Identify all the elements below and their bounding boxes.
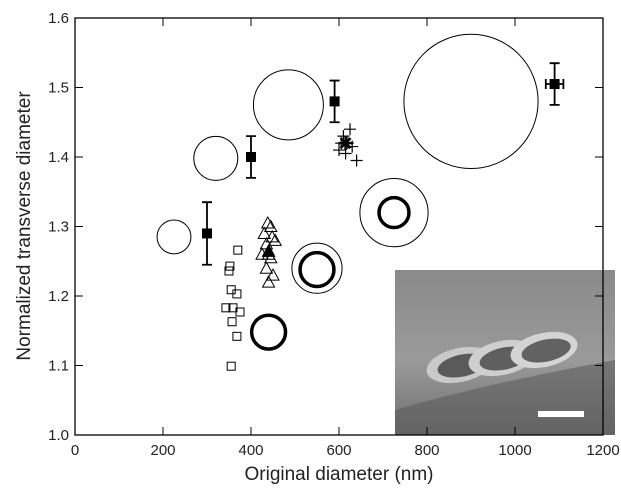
point [221,303,231,313]
x-tick-label: 800 [414,442,439,459]
point [266,268,280,281]
x-tick-label: 600 [326,442,351,459]
point [225,261,235,271]
point [257,226,272,239]
point [224,266,234,276]
x-tick-label: 400 [238,442,263,459]
point [260,215,275,229]
inset-photo [395,270,615,435]
bubble [156,219,192,255]
point [333,144,345,157]
x-tick-label: 1200 [586,442,619,459]
y-tick-label: 1.6 [48,10,69,27]
bubble [359,178,429,248]
bubble [377,195,411,230]
point [226,361,236,371]
point [246,152,256,162]
y-tick-label: 1.2 [48,288,69,305]
y-axis-label: Normalized transverse diameter [14,91,35,361]
bubble [291,242,343,294]
x-tick-label: 1000 [498,442,531,459]
point [227,317,237,327]
bubble [252,69,324,141]
y-tick-label: 1.0 [48,427,69,444]
x-tick-label: 0 [71,442,79,459]
point [344,123,356,136]
y-tick-label: 1.1 [48,358,69,375]
bubble [298,250,336,289]
y-tick-label: 1.5 [48,80,69,97]
point [268,233,283,246]
point [338,136,353,151]
point [265,229,279,243]
bubble [193,135,239,181]
point [232,289,242,299]
point [263,250,278,264]
point [263,219,278,232]
x-tick-label: 200 [150,442,175,459]
bubble [403,33,539,169]
point [232,331,242,341]
point [202,228,212,239]
point [329,96,340,107]
point [261,275,276,288]
point [261,243,276,257]
point [549,79,560,90]
bubble [249,313,288,351]
y-tick-label: 1.4 [48,149,69,166]
point [235,307,245,317]
x-axis-label: Original diameter (nm) [245,464,434,485]
point [350,154,363,167]
point [259,261,274,274]
point [233,245,243,255]
y-tick-label: 1.3 [48,219,69,236]
